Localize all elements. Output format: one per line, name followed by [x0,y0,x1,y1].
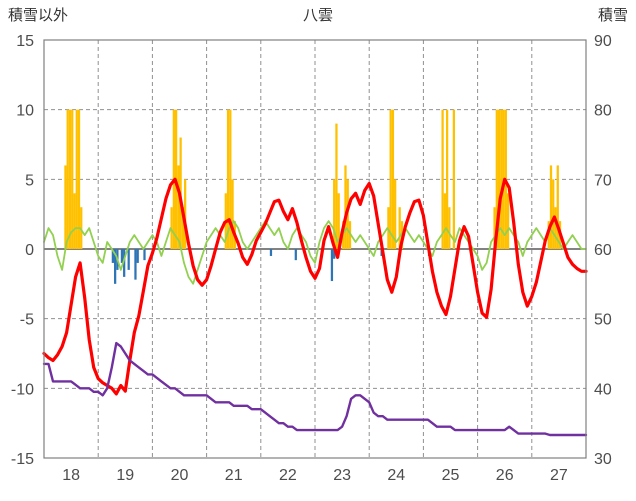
x-axis-tick: 26 [496,467,514,484]
right-axis-tick: 90 [594,33,612,50]
sunshine-bar [80,207,83,249]
left-axis-title: 積雪以外 [8,7,69,24]
sunshine-bar [448,207,451,249]
sunshine-bar [389,109,392,250]
sunshine-bar [394,179,397,249]
sunshine-bar [506,193,510,249]
x-axis-tick: 21 [225,467,243,484]
sunshine-bar [443,193,446,249]
left-axis-tick: 15 [16,33,34,50]
right-axis-tick: 50 [594,312,612,329]
temperature-line [42,177,588,396]
sunshine-bar [495,109,498,250]
precip-bar [269,249,273,256]
right-axis-tick: 80 [594,103,612,120]
precip-bar [294,249,297,261]
sunshine-bar [344,165,347,249]
sunshine-bar [64,165,67,249]
x-axis-tick: 22 [279,467,297,484]
sunshine-bar [181,207,185,249]
left-axis-tick: 5 [25,172,34,189]
x-axis-tick: 27 [550,467,568,484]
right-axis-tick: 60 [594,242,612,259]
precip-bar [330,249,334,282]
left-axis-tick: -10 [11,381,34,398]
sunshine-bar [75,109,78,250]
sunshine-bar [66,109,69,250]
sunshine-bar [229,109,232,250]
right-axis-tick: 30 [594,451,612,468]
precip-bar [123,249,126,277]
sunshine-bar [398,207,401,249]
sunshine-bar [348,221,352,249]
precip-bar [114,249,117,284]
precip-bar [134,249,137,280]
sunshine-bar [500,109,503,250]
sunshine-bar [441,109,444,250]
precip-bar [120,249,124,263]
precip-bar [127,249,130,270]
left-axis-tick: 10 [16,103,34,120]
sunshine-bar [556,165,559,249]
sunshine-bar [77,109,81,250]
sunshine-bar [226,109,230,250]
sunshine-bar [391,109,395,250]
snow-depth-line [42,341,588,437]
x-axis-tick: 18 [62,467,80,484]
sunshine-bar [387,207,390,249]
sunshine-bar [554,207,557,249]
chart-title: 八雲 [302,7,333,24]
sunshine-bar [333,179,336,249]
sunshine-bar [552,179,555,249]
x-axis-tick: 24 [387,467,405,484]
precip-bar [111,249,115,263]
sunshine-bar [549,165,553,249]
sunshine-bar [68,109,72,250]
right-axis-tick: 70 [594,172,612,189]
sunshine-bar [231,179,234,249]
right-axis-tick: 40 [594,381,612,398]
sunshine-bar [452,109,456,250]
precip-bar [333,249,336,259]
left-axis-tick: 0 [25,242,34,259]
sunshine-bar [497,109,501,250]
precip-bar [136,249,139,263]
sunshine-bar [335,123,338,249]
plot-border [43,39,587,459]
precip-bar [143,249,146,261]
left-axis-tick: -15 [11,451,34,468]
sunshine-bar [71,109,74,250]
sunshine-bar [177,165,180,249]
sunshine-bar [337,193,340,249]
sunshine-bar [445,109,449,250]
sunshine-bar [493,207,496,249]
x-axis-tick: 19 [116,467,134,484]
left-axis-tick: -5 [20,312,34,329]
right-axis-title: 積雪 [597,7,628,24]
x-axis-tick: 23 [333,467,351,484]
x-axis-tick: 25 [442,467,460,484]
x-axis-tick: 20 [171,467,189,484]
sunshine-bar [73,193,76,249]
sunshine-bar [184,179,187,249]
sunshine-bar [170,207,173,249]
